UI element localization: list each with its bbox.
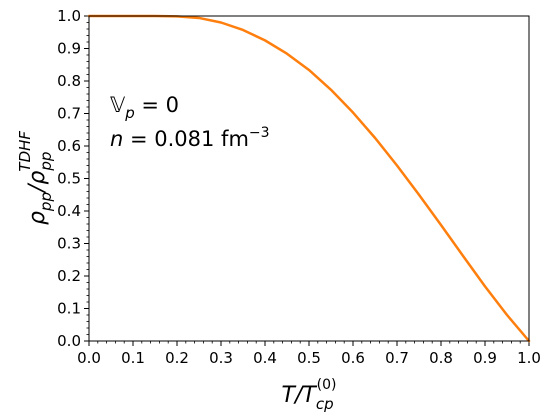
annotation-density-eq: = 0.081 fm	[123, 127, 249, 151]
x-tick-label: 0.0	[77, 349, 101, 367]
y-axis-title-slash: /ρ	[25, 171, 50, 194]
y-tick-label: 0.5	[57, 170, 81, 188]
y-tick-label: 0.1	[57, 300, 81, 318]
y-axis-title-sup2: TDHF	[16, 131, 34, 172]
annotation-density-sup: −3	[249, 125, 270, 141]
x-tick-label: 0.5	[297, 349, 321, 367]
x-tick-label: 0.8	[429, 349, 453, 367]
annotation-vp-sub: p	[124, 104, 135, 122]
x-axis-title-sup: (0)	[317, 377, 337, 393]
y-tick-label: 0.7	[57, 105, 81, 123]
y-tick-label: 0.6	[57, 137, 81, 155]
x-tick-label: 0.6	[341, 349, 365, 367]
annotation-vp-rest: = 0	[135, 93, 179, 117]
y-axis-title-sub: pp	[37, 192, 55, 212]
y-tick-label: 0.9	[57, 40, 81, 58]
axes-frame	[88, 15, 530, 342]
x-tick-label: 0.4	[253, 349, 277, 367]
x-axis-title: T/Tcp (0)	[282, 377, 337, 413]
x-tick-label: 1.0	[517, 349, 541, 367]
annotation-vp: 𝕍p = 0	[110, 93, 179, 122]
y-tick-label: 1.0	[57, 7, 81, 25]
annotation-vp-symbol: 𝕍	[110, 93, 125, 117]
y-tick-label: 0.4	[57, 202, 81, 220]
x-tick-label: 0.2	[165, 349, 189, 367]
y-tick-label: 0.3	[57, 235, 81, 253]
annotation-density: n = 0.081 fm−3	[110, 125, 270, 151]
y-axis-title-rho: ρ	[25, 211, 50, 225]
x-axis-ticks: 0.0 0.1 0.2 0.3 0.4 0.5 0.6 0.7 0.8 0.9 1.0	[77, 341, 541, 367]
y-axis-title-sub2: pp	[37, 152, 55, 172]
x-axis-title-sub: cp	[316, 395, 334, 413]
y-tick-label: 0.0	[57, 332, 81, 350]
x-tick-label: 0.9	[473, 349, 497, 367]
x-tick-label: 0.1	[121, 349, 145, 367]
y-axis-title: ρpp/ρppTDHF	[16, 131, 55, 225]
x-axis-title-main: T/T	[282, 383, 318, 408]
x-tick-label: 0.3	[209, 349, 233, 367]
y-tick-label: 0.8	[57, 72, 81, 90]
y-axis-ticks: 0.0 0.1 0.2 0.3 0.4 0.5 0.6 0.7 0.8 0.9 1.0	[57, 7, 89, 350]
x-tick-label: 0.7	[385, 349, 409, 367]
annotation-density-n: n	[110, 127, 123, 151]
y-tick-label: 0.2	[57, 267, 81, 285]
